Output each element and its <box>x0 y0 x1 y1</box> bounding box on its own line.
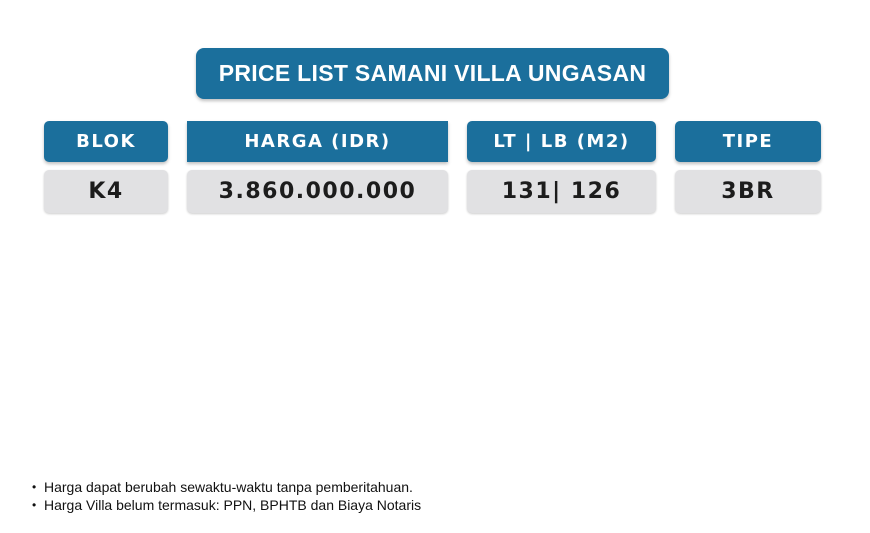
note-item: • Harga Villa belum termasuk: PPN, BPHTB… <box>32 496 421 514</box>
bullet-icon: • <box>32 480 37 494</box>
cell-lt-lb: 131| 126 <box>467 170 656 213</box>
header-tipe: TIPE <box>675 121 821 162</box>
header-lt-lb: LT | LB (M2) <box>467 121 656 162</box>
bullet-icon: • <box>32 498 37 512</box>
page-title: PRICE LIST SAMANI VILLA UNGASAN <box>196 48 669 99</box>
header-blok: BLOK <box>44 121 168 162</box>
note-item: • Harga dapat berubah sewaktu-waktu tanp… <box>32 478 421 496</box>
note-text: Harga dapat berubah sewaktu-waktu tanpa … <box>44 479 413 495</box>
header-harga: HARGA (IDR) <box>187 121 448 162</box>
cell-blok: K4 <box>44 170 168 213</box>
note-text: Harga Villa belum termasuk: PPN, BPHTB d… <box>44 497 422 513</box>
notes-list: • Harga dapat berubah sewaktu-waktu tanp… <box>32 478 421 514</box>
cell-tipe: 3BR <box>675 170 821 213</box>
cell-harga: 3.860.000.000 <box>187 170 448 213</box>
